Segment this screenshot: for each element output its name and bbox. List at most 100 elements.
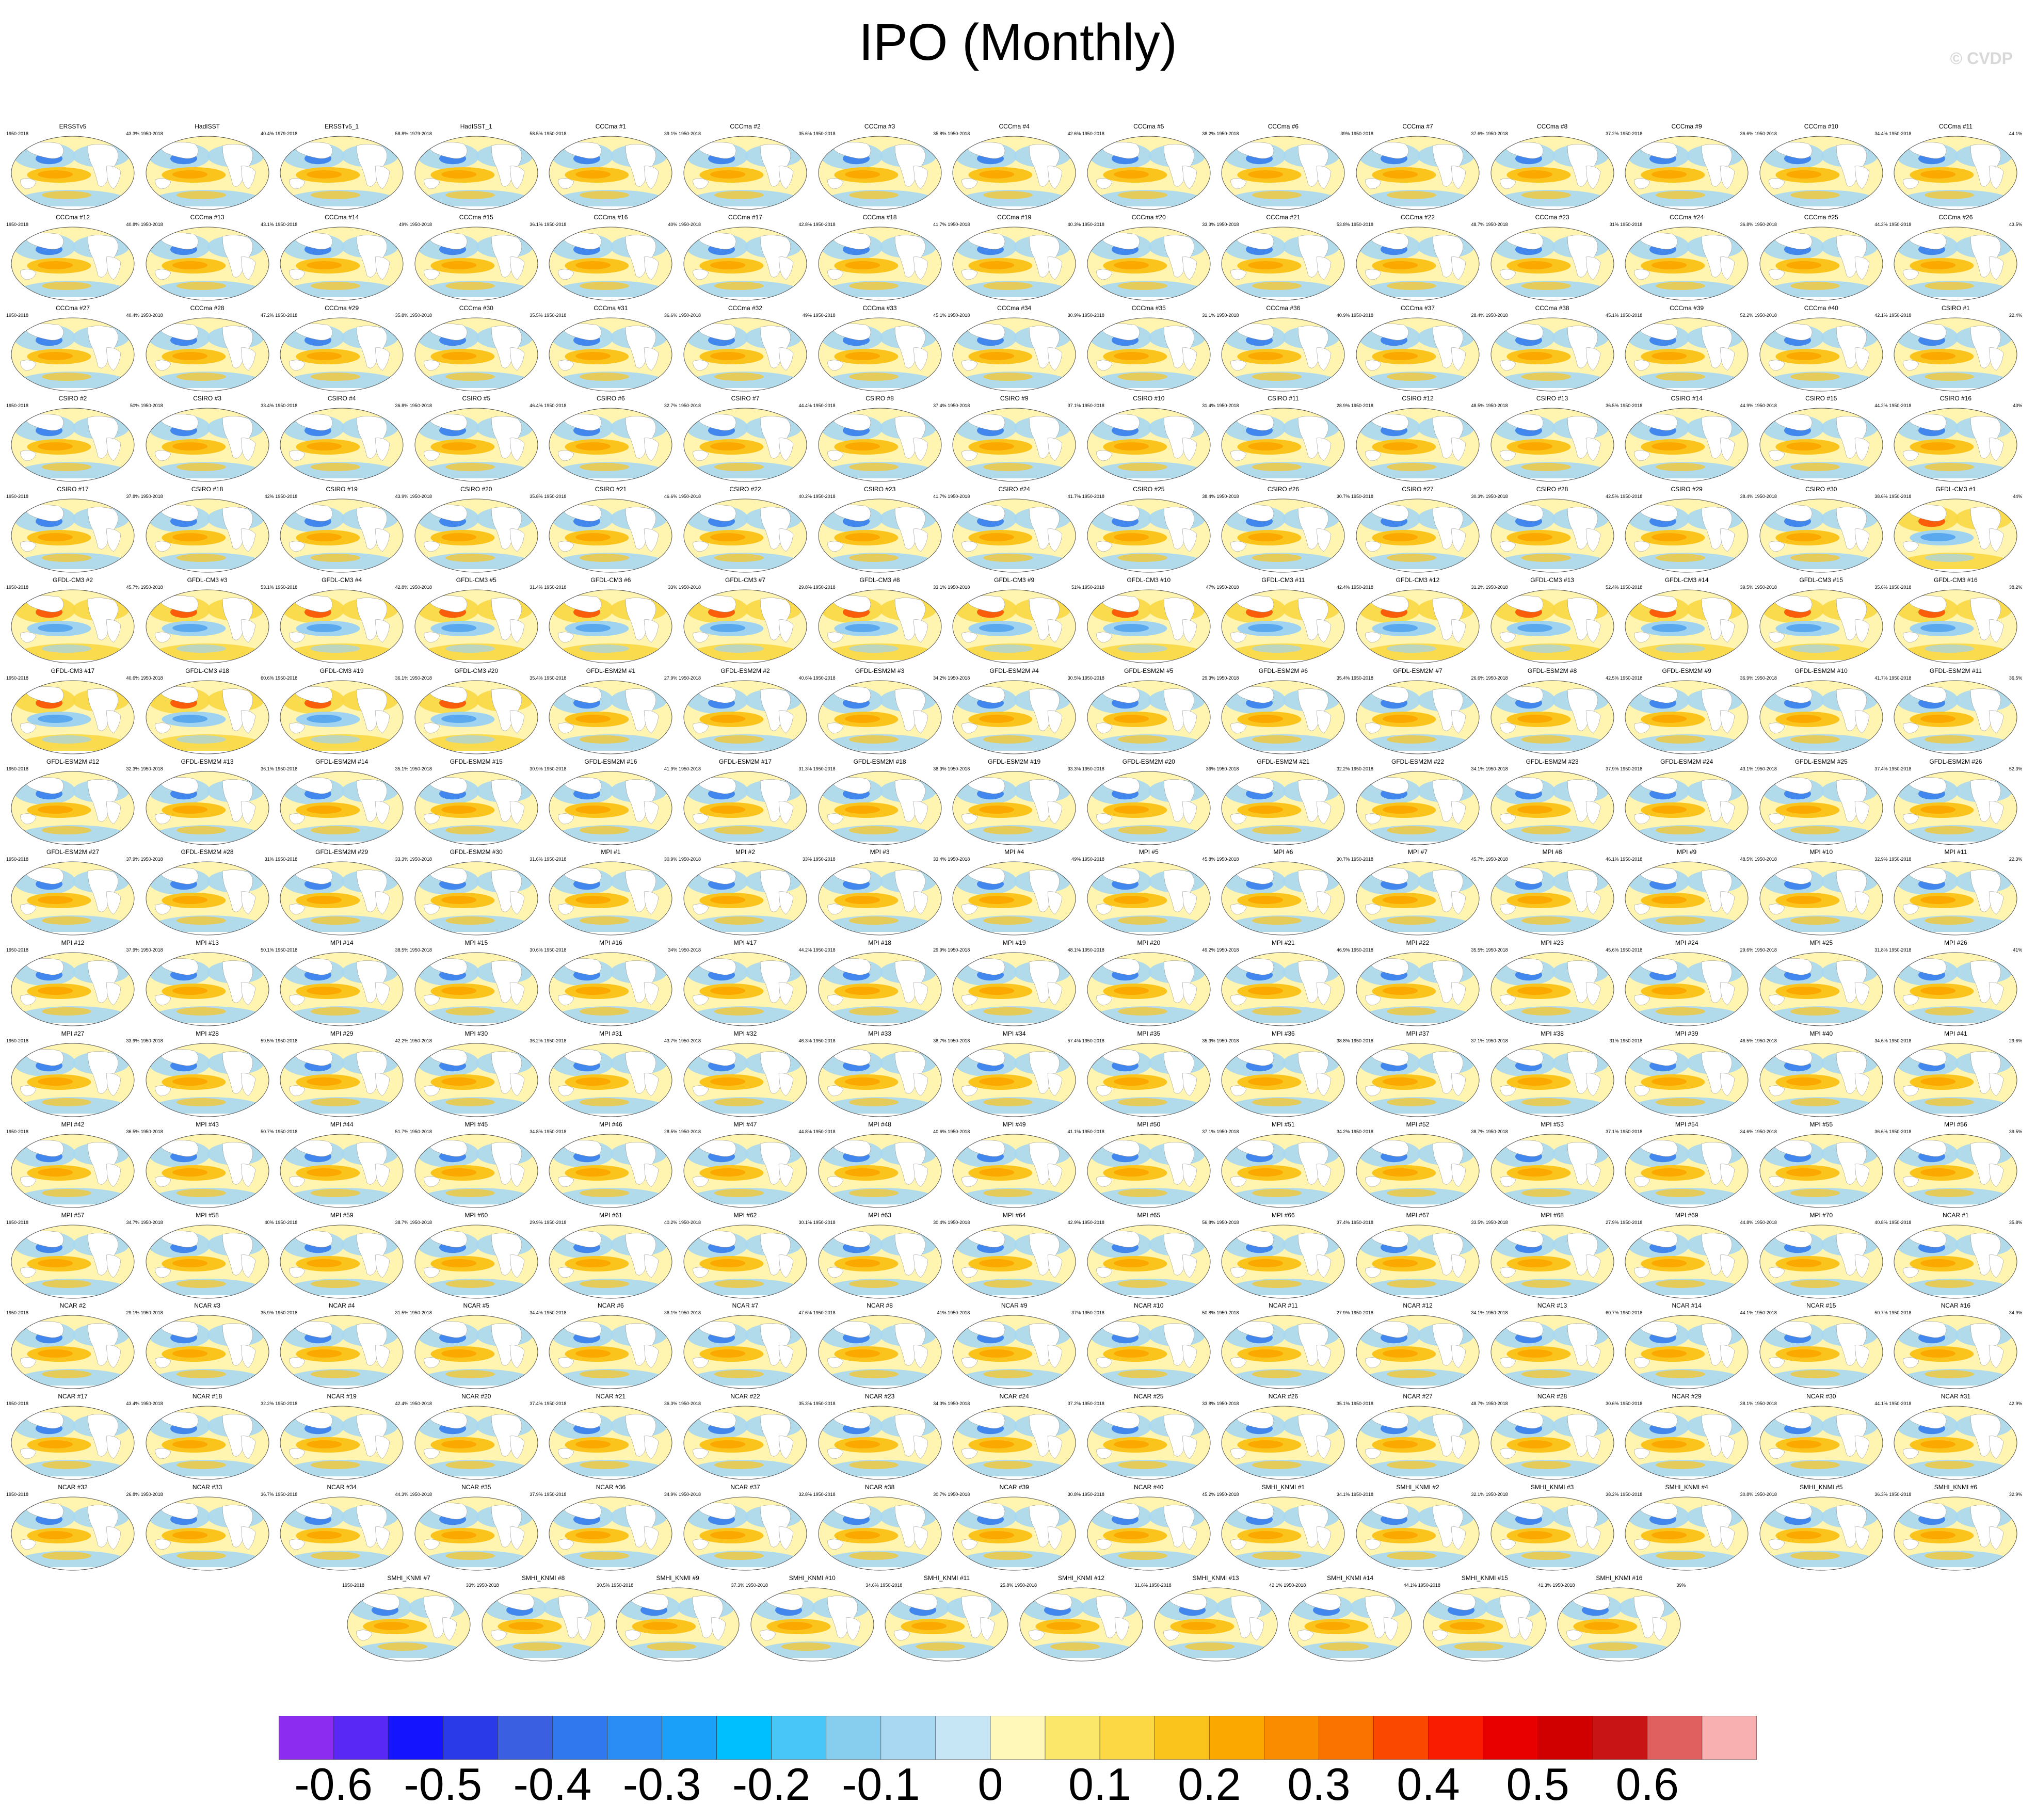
map-panel: CSIRO #16 1950-2018 43% [1889, 395, 2022, 482]
panel-title: SMHI_KNMI #6 [1934, 1484, 1978, 1491]
sst-map [1759, 136, 1883, 210]
map-panel: SMHI_KNMI #7 1950-2018 33% [342, 1574, 475, 1662]
panel-title: CSIRO #5 [462, 395, 491, 402]
panel-title: NCAR #11 [1269, 1302, 1298, 1310]
sst-map [952, 1315, 1076, 1389]
panel-title: MPI #19 [1002, 939, 1026, 947]
panel-variance-pct: 31.8% [1874, 947, 1888, 953]
panel-period: 1950-2018 [813, 221, 836, 227]
sst-map [1356, 1496, 1480, 1571]
panel-variance-pct: 30.7% [933, 1492, 947, 1497]
sst-map [952, 1043, 1076, 1117]
sst-map [1087, 498, 1211, 573]
panel-variance-pct: 29.3% [1202, 675, 1215, 681]
panel-period: 1950-2018 [1485, 403, 1508, 409]
panel-variance-pct: 36.7% [261, 1492, 274, 1497]
panel-period: 1950-2018 [1754, 1492, 1777, 1497]
sst-map [1759, 589, 1883, 664]
sst-map [1423, 1587, 1547, 1662]
sst-map [1490, 771, 1614, 845]
panel-title: CSIRO #21 [595, 486, 627, 493]
panel-period: 1950-2018 [1620, 1219, 1643, 1225]
panel-period: 1950-2018 [1485, 221, 1508, 227]
panel-period: 1950-2018 [679, 494, 701, 500]
panel-period: 1950-2018 [1351, 1492, 1374, 1497]
map-panel: GFDL-ESM2M #5 1950-2018 29.3% [1082, 667, 1215, 755]
panel-period: 1950-2018 [948, 1219, 970, 1225]
sst-map [818, 227, 942, 301]
panel-period: 1950-2018 [1485, 494, 1508, 500]
sst-map [818, 861, 942, 936]
panel-title: NCAR #1 [1943, 1211, 1969, 1219]
panel-period: 1950-2018 [1754, 1310, 1777, 1316]
panel-title: NCAR #10 [1134, 1302, 1164, 1310]
panel-variance-pct: 38.7% [1471, 1129, 1484, 1134]
panel-title: SMHI_KNMI #12 [1057, 1574, 1105, 1582]
map-panel: CCCma #24 1950-2018 36.8% [1620, 214, 1753, 301]
panel-title: NCAR #4 [328, 1302, 355, 1310]
panel-title: CSIRO #27 [1402, 486, 1434, 493]
panel-variance-pct: 42.2% [395, 1038, 409, 1043]
panel-variance-pct: 32.2% [1336, 766, 1350, 771]
panel-title: CSIRO #4 [327, 395, 356, 402]
panel-variance-pct: 37% [1071, 1310, 1081, 1316]
sst-map [280, 1134, 404, 1208]
sst-map [750, 1587, 874, 1662]
panel-period: 1950-2018 [544, 947, 567, 953]
panel-period: 1950-2018 [275, 585, 298, 590]
panel-variance-pct: 36.6% [1874, 1129, 1888, 1134]
map-panel: NCAR #13 1950-2018 60.7% [1486, 1302, 1619, 1390]
colorbar-swatch [1373, 1716, 1429, 1760]
panel-title: NCAR #2 [59, 1302, 86, 1310]
map-panel: GFDL-ESM2M #26 1950-2018 52.3% [1889, 758, 2022, 846]
map-panel: GFDL-CM3 #8 1950-2018 33.1% [813, 576, 947, 664]
map-panel: MPI #54 1950-2018 34.6% [1620, 1121, 1753, 1209]
map-panel: MPI #66 1950-2018 37.4% [1216, 1212, 1350, 1299]
panel-period: 1950-2018 [275, 312, 298, 318]
sst-map [818, 680, 942, 754]
panel-title: GFDL-CM3 #7 [725, 576, 766, 584]
map-panel: CCCma #4 1950-2018 42.6% [948, 123, 1081, 211]
sst-map [683, 1225, 807, 1299]
map-panel: GFDL-CM3 #3 1950-2018 53.1% [141, 576, 274, 664]
panel-title: GFDL-ESM2M #13 [181, 758, 234, 765]
map-panel: MPI #30 1950-2018 36.2% [410, 1030, 543, 1118]
panel-variance-pct: 34.6% [865, 1582, 879, 1588]
panel-variance-pct: 41.1% [1067, 1129, 1081, 1134]
panel-title: CCCma #26 [1938, 213, 1973, 221]
sst-map [1625, 498, 1749, 573]
map-panel: CSIRO #23 1950-2018 41.7% [813, 486, 947, 573]
sst-map [1288, 1587, 1412, 1662]
map-panel: ERSSTv5 1950-2018 43.3% [6, 123, 139, 211]
sst-map [1759, 952, 1883, 1026]
panel-title: MPI #21 [1272, 939, 1295, 947]
panel-title: GFDL-ESM2M #20 [1122, 758, 1175, 765]
panel-title: CCCma #3 [864, 123, 895, 130]
panel-variance-pct: 40.6% [126, 675, 139, 681]
panel-title: GFDL-ESM2M #18 [853, 758, 906, 765]
sst-map [482, 1587, 605, 1662]
panel-variance-pct: 28.5% [664, 1129, 678, 1134]
sst-map [683, 589, 807, 664]
panel-period: 1950-2018 [948, 1038, 970, 1043]
panel-title: MPI #67 [1406, 1211, 1430, 1219]
panel-variance-pct: 28.4% [1471, 312, 1484, 318]
panel-variance-pct: 38.5% [395, 947, 409, 953]
map-panel: GFDL-ESM2M #11 1950-2018 36.5% [1889, 667, 2022, 755]
sst-map [280, 227, 404, 301]
panel-variance-pct: 35.5% [530, 312, 543, 318]
panel-period: 1950-2018 [1216, 1219, 1239, 1225]
panel-period: 1950-2018 [1889, 1129, 1912, 1134]
panel-variance-pct: 41.7% [1874, 675, 1888, 681]
sst-map [280, 408, 404, 482]
panel-title: CCCma #23 [1535, 213, 1569, 221]
panel-variance-pct: 42.8% [395, 585, 409, 590]
panel-variance-pct: 36.8% [395, 403, 409, 409]
panel-period: 1950-2018 [275, 766, 298, 771]
map-panel: MPI #60 1950-2018 29.9% [410, 1212, 543, 1299]
sst-map [414, 1043, 538, 1117]
panel-variance-pct: 39% [1676, 1582, 1686, 1588]
panel-period: 1950-2018 [275, 1492, 298, 1497]
panel-title: MPI #44 [330, 1120, 354, 1128]
map-panel: MPI #45 1950-2018 34.8% [410, 1121, 543, 1209]
